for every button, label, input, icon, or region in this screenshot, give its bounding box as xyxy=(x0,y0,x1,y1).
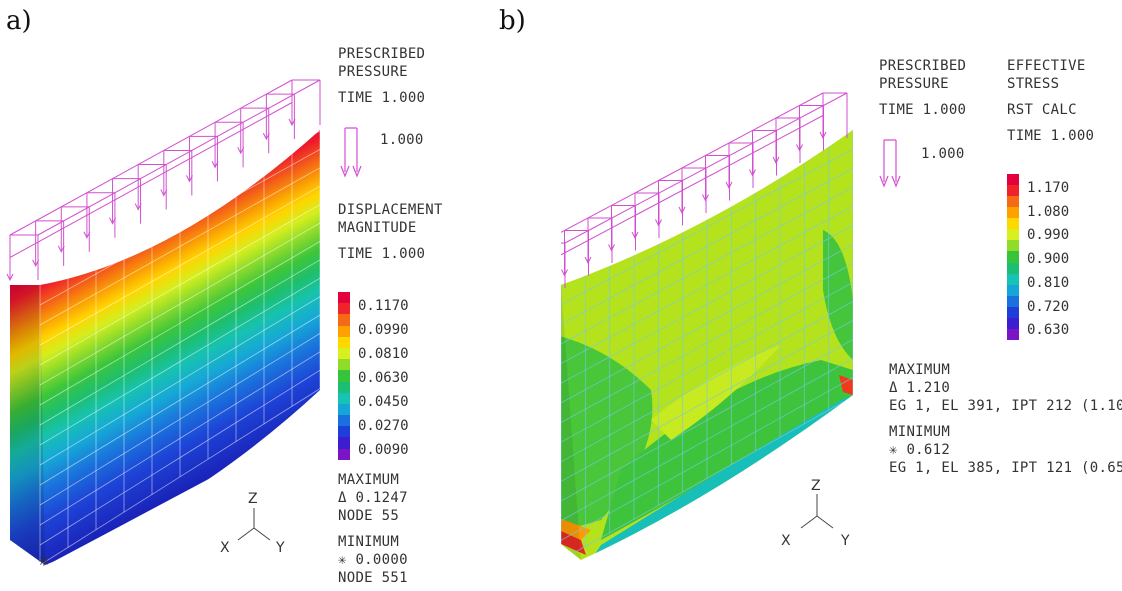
legend-tick-label: 0.0090 xyxy=(358,442,409,458)
panel-b-label: b) xyxy=(499,6,526,36)
legend-tick-label: 0.630 xyxy=(1027,322,1070,339)
legend-swatch xyxy=(1007,317,1019,329)
panel-b-contour-title-2: STRESS xyxy=(1007,76,1060,92)
panel-b-model: Δ Z X Y xyxy=(561,92,901,560)
legend-swatch xyxy=(1007,295,1019,307)
legend-swatch xyxy=(338,415,350,427)
legend-swatch xyxy=(1007,262,1019,274)
panel-a-min-value: ✳ 0.0000 xyxy=(338,552,408,568)
legend-swatch xyxy=(1007,229,1019,241)
panel-a-max-value: Δ 0.1247 xyxy=(338,490,408,506)
legend-tick-label: 0.720 xyxy=(1027,298,1070,315)
legend-swatch xyxy=(338,314,350,326)
legend-tick-label: 0.0810 xyxy=(358,346,409,362)
legend-tick-label: 0.990 xyxy=(1027,227,1070,244)
panel-b-contour-title-1: EFFECTIVE xyxy=(1007,58,1086,74)
legend-swatch xyxy=(338,347,350,360)
legend-swatch xyxy=(1007,328,1019,340)
panel-a-contour-body xyxy=(10,130,320,565)
panel-b-axis-x: X xyxy=(781,533,791,549)
legend-swatch xyxy=(1007,284,1019,296)
legend-swatch xyxy=(338,303,350,315)
panel-b-contour-time: TIME 1.000 xyxy=(1007,128,1095,144)
panel-a-axis-y: Y xyxy=(275,540,285,556)
legend-swatch xyxy=(1007,196,1019,208)
panel-a: a) xyxy=(6,6,478,586)
legend-swatch xyxy=(1007,240,1019,252)
panel-a-pressure-load xyxy=(6,79,321,282)
panel-a-axes-triad xyxy=(237,508,271,541)
panel-a-legend-colorbar xyxy=(338,292,350,460)
panel-a-contour-time: TIME 1.000 xyxy=(338,246,426,262)
panel-a-pressure-symbol xyxy=(340,127,362,178)
legend-tick-label: 0.0630 xyxy=(358,370,409,386)
panel-b-axes-triad xyxy=(800,494,834,529)
panel-b-max-title: MAXIMUM xyxy=(889,362,951,378)
panel-b-pressure-symbol xyxy=(879,139,901,188)
legend-swatch xyxy=(1007,273,1019,285)
panel-a-contour-title-1: DISPLACEMENT xyxy=(338,202,443,218)
panel-a-min-marker: ✳ xyxy=(38,554,50,570)
panel-a-axis-z: Z xyxy=(248,491,258,507)
panel-b-max-value: Δ 1.210 xyxy=(889,380,951,396)
legend-swatch xyxy=(338,437,350,449)
legend-tick-label: 0.900 xyxy=(1027,251,1070,268)
panel-b-axis-z: Z xyxy=(811,478,821,494)
panel-b: b) xyxy=(499,0,1122,591)
panel-a-max-title: MAXIMUM xyxy=(338,472,400,488)
legend-swatch xyxy=(338,359,350,371)
panel-a-legend-ticks: 0.1170 0.0990 0.0810 0.0630 0.0450 0.0270 0.00… xyxy=(358,292,478,472)
legend-swatch xyxy=(338,448,350,460)
legend-tick-label: 0.0990 xyxy=(358,322,409,338)
panel-a-model: ✳ Z X Y xyxy=(6,79,362,570)
panel-b-contour-calc: RST CALC xyxy=(1007,102,1077,118)
panel-a-load-time: TIME 1.000 xyxy=(338,90,426,106)
panel-b-min-location: EG 1, EL 385, IPT 121 (0.654) xyxy=(889,460,1122,476)
panel-b-legend-colorbar xyxy=(1007,174,1019,340)
legend-swatch xyxy=(338,381,350,393)
panel-b-max-location: EG 1, EL 391, IPT 212 (1.106) xyxy=(889,398,1122,414)
panel-a-min-title: MINIMUM xyxy=(338,534,400,550)
panel-a-load-title-1: PRESCRIBED xyxy=(338,46,426,62)
legend-swatch xyxy=(338,426,350,438)
panel-a-load-title-2: PRESSURE xyxy=(338,64,408,80)
legend-swatch xyxy=(1007,185,1019,197)
legend-swatch xyxy=(338,292,350,304)
panel-a-axis-x: X xyxy=(220,540,230,556)
panel-a-max-node: NODE 55 xyxy=(338,508,400,524)
legend-swatch xyxy=(338,370,350,382)
legend-tick-label: 1.080 xyxy=(1027,203,1070,220)
panel-b-min-title: MINIMUM xyxy=(889,424,951,440)
panel-b-min-value: ✳ 0.612 xyxy=(889,442,951,458)
panel-b-pressure-load xyxy=(561,92,848,288)
legend-swatch xyxy=(1007,218,1019,230)
legend-swatch xyxy=(1007,306,1019,318)
panel-b-load-title-2: PRESSURE xyxy=(879,76,949,92)
legend-tick-label: 0.0450 xyxy=(358,394,409,410)
legend-swatch xyxy=(338,336,350,348)
legend-swatch xyxy=(1007,207,1019,219)
legend-swatch xyxy=(338,325,350,337)
legend-tick-label: 0.810 xyxy=(1027,274,1070,291)
panel-b-load-title-1: PRESCRIBED xyxy=(879,58,967,74)
panel-b-axis-y: Y xyxy=(840,533,850,549)
panel-b-legend-ticks: 1.170 1.080 0.990 0.900 0.810 0.720 0.630 xyxy=(1027,174,1117,340)
legend-swatch xyxy=(338,392,350,404)
panel-b-load-time: TIME 1.000 xyxy=(879,102,967,118)
panel-b-load-scale: 1.000 xyxy=(921,146,965,162)
legend-swatch xyxy=(338,403,350,416)
panel-a-load-scale: 1.000 xyxy=(380,132,424,148)
legend-tick-label: 0.0270 xyxy=(358,418,409,434)
panel-a-label: a) xyxy=(6,6,32,36)
legend-swatch xyxy=(1007,174,1019,186)
panel-a-contour-title-2: MAGNITUDE xyxy=(338,220,417,236)
legend-tick-label: 1.170 xyxy=(1027,179,1070,196)
panel-a-min-node: NODE 551 xyxy=(338,570,408,586)
legend-tick-label: 0.1170 xyxy=(358,298,409,314)
legend-swatch xyxy=(1007,251,1019,263)
